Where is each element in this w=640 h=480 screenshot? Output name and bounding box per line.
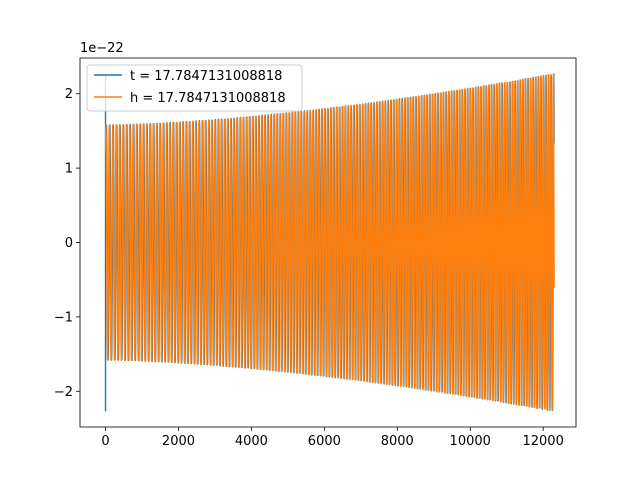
legend: t = 17.7847131008818 h = 17.784713100881…	[86, 64, 303, 112]
x-tick-label: 4000	[235, 434, 268, 449]
x-tick-label: 10000	[450, 434, 491, 449]
y-tick-label: 0	[65, 236, 73, 251]
y-tick-label: 1	[65, 162, 73, 177]
x-tick-label: 2000	[162, 434, 195, 449]
x-tick-label: 12000	[522, 434, 563, 449]
x-tick-label: 8000	[381, 434, 414, 449]
legend-box	[86, 64, 303, 112]
y-tick-label: 2	[65, 87, 73, 102]
y-tick-label: −2	[54, 385, 73, 400]
y-offset-label: 1e−22	[80, 41, 124, 56]
x-axis: 0 2000 4000 6000 8000 10000 12000	[101, 427, 564, 449]
legend-label-t: t = 17.7847131008818	[130, 69, 282, 84]
series-line-h	[104, 73, 555, 412]
x-tick-label: 0	[101, 434, 109, 449]
x-tick-label: 6000	[308, 434, 341, 449]
legend-label-h: h = 17.7847131008818	[130, 91, 286, 106]
y-axis: −2 −1 0 1 2	[54, 87, 80, 400]
y-tick-label: −1	[54, 310, 73, 325]
series-layer	[104, 73, 555, 412]
